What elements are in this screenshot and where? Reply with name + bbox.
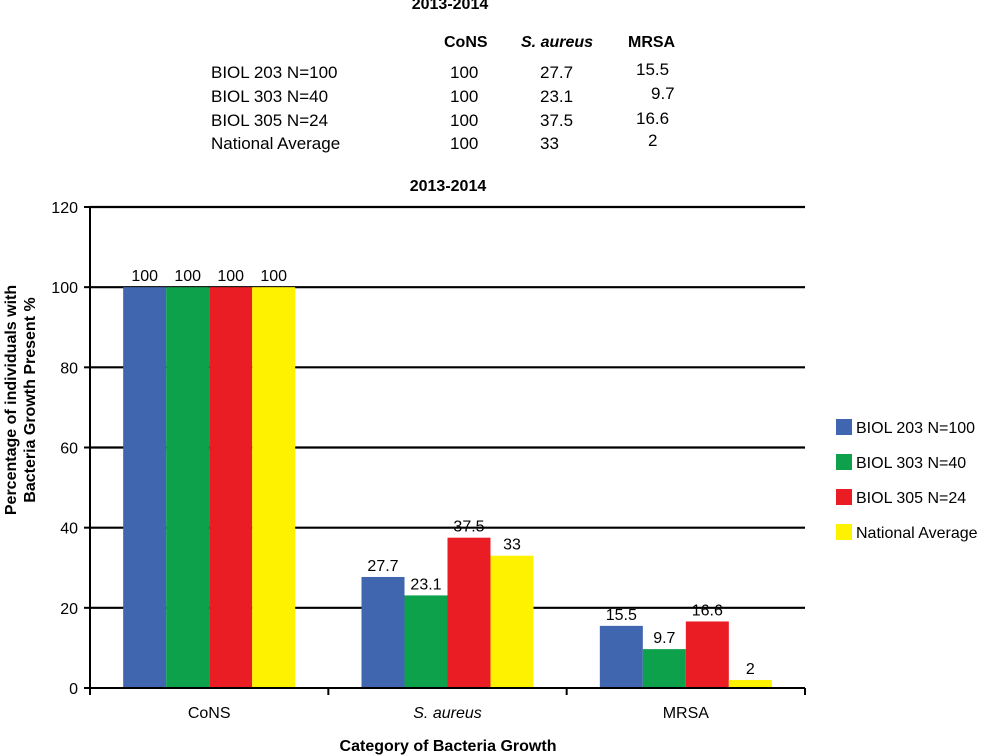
legend-swatch	[836, 489, 852, 505]
data-label: 2	[746, 661, 755, 678]
table-cell: 100	[450, 111, 479, 130]
legend-label: National Average	[856, 525, 978, 542]
x-axis-label: Category of Bacteria Growth	[340, 738, 557, 755]
legend-swatch	[836, 454, 852, 470]
data-label: 100	[260, 268, 287, 285]
x-category-label: CoNS	[188, 705, 231, 722]
bar	[599, 625, 643, 688]
data-label: 9.7	[653, 630, 675, 647]
bar	[642, 649, 686, 688]
legend: BIOL 203 N=100 BIOL 303 N=40 BIOL 305 N=24…	[836, 419, 978, 542]
table-cell: 37.5	[540, 111, 574, 130]
bar	[490, 555, 534, 688]
y-tick-label: 60	[60, 441, 78, 458]
table-row-label: BIOL 203 N=100	[211, 63, 338, 82]
table-cell: 9.7	[651, 84, 675, 103]
legend-swatch	[836, 419, 852, 435]
y-tick-label: 100	[51, 280, 78, 297]
y-tick-label: 40	[60, 521, 78, 538]
legend-label: BIOL 303 N=40	[856, 455, 966, 472]
bar	[361, 576, 405, 688]
table-header-s-aureus: S. aureus	[521, 34, 594, 51]
summary-table: 2013-2014 CoNS S. aureus MRSA BIOL 203 N…	[0, 0, 1000, 170]
y-tick-label: 20	[60, 601, 78, 618]
data-label: 27.7	[367, 558, 398, 575]
bar	[209, 287, 253, 688]
bar	[252, 287, 296, 688]
bar	[166, 287, 210, 688]
table-cell: 27.7	[540, 63, 574, 82]
bar	[123, 287, 167, 688]
table-row-label: BIOL 305 N=24	[211, 111, 329, 130]
data-label: 100	[131, 268, 158, 285]
table-row-label: BIOL 303 N=40	[211, 87, 329, 106]
table-cell: 100	[450, 134, 479, 153]
table-header-mrsa: MRSA	[628, 34, 676, 51]
table-row-label: National Average	[211, 134, 341, 153]
data-label: 100	[174, 268, 201, 285]
data-label: 100	[217, 268, 244, 285]
bar	[685, 621, 729, 688]
data-label: 15.5	[606, 607, 637, 624]
bar	[447, 537, 491, 688]
y-tick-label: 120	[51, 200, 78, 217]
data-label: 33	[503, 537, 521, 554]
table-title: 2013-2014	[411, 0, 489, 13]
data-label: 37.5	[453, 519, 484, 536]
table-cell: 2	[648, 131, 658, 150]
table-cell: 15.5	[636, 60, 670, 79]
chart-title: 2013-2014	[410, 178, 487, 195]
table-header-cons: CoNS	[444, 34, 488, 51]
legend-label: BIOL 203 N=100	[856, 420, 975, 437]
y-tick-label: 0	[69, 681, 78, 698]
table-cell: 100	[450, 63, 479, 82]
y-tick-label: 80	[60, 360, 78, 377]
table-cell: 100	[450, 87, 479, 106]
x-category-label: MRSA	[663, 705, 710, 722]
y-axis-label-line-1: Percentage of individuals with	[3, 285, 20, 515]
legend-label: BIOL 305 N=24	[856, 490, 966, 507]
x-category-label: S. aureus	[413, 705, 481, 722]
bar	[728, 679, 772, 688]
table-cell: 33	[540, 134, 559, 153]
data-label: 16.6	[692, 602, 723, 619]
bar	[404, 595, 448, 688]
data-label: 23.1	[410, 576, 441, 593]
table-cell: 16.6	[636, 109, 670, 128]
legend-swatch	[836, 524, 852, 540]
y-axis-label-line-2: Bacteria Growth Present %	[22, 297, 39, 502]
table-cell: 23.1	[540, 87, 574, 106]
